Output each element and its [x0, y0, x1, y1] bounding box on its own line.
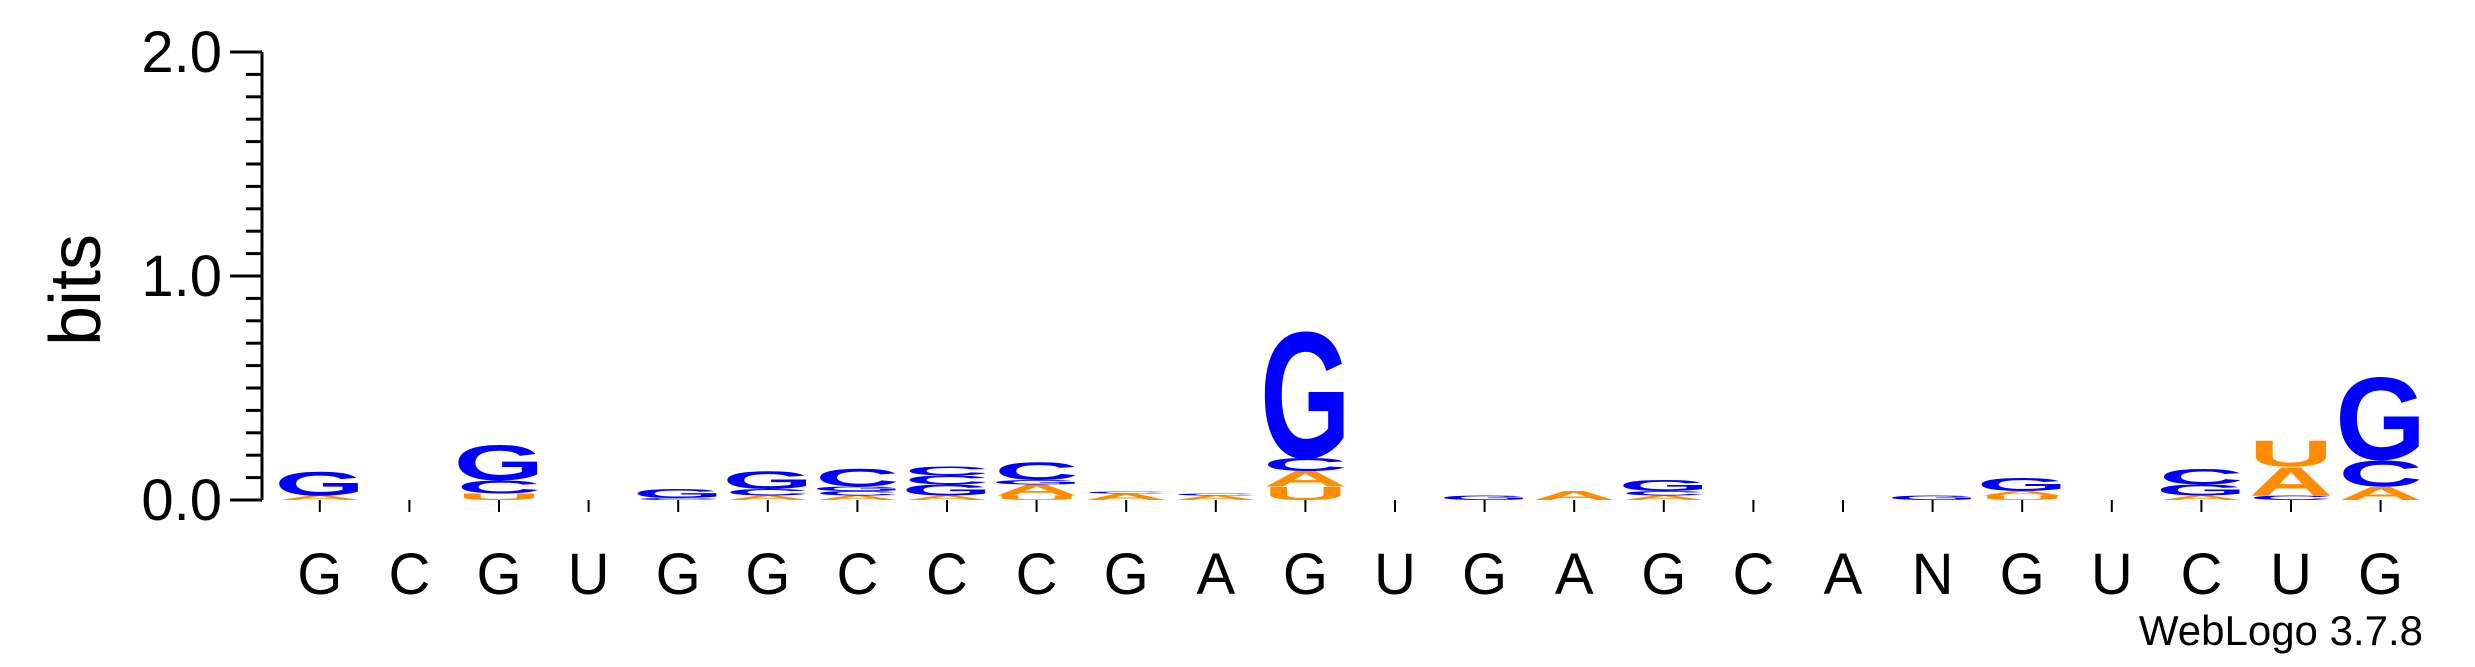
position-label: C [836, 542, 878, 607]
logo-letter-U: U [1980, 494, 2064, 501]
position-label: G [1104, 542, 1149, 607]
position-label: A [1196, 542, 1235, 607]
logo-letter-C: C [2338, 453, 2422, 494]
logo-letter-C: C [1174, 493, 1258, 496]
logo-letter-G: G [991, 479, 1082, 486]
position-label: U [568, 542, 610, 607]
logo-letter-G: G [1618, 477, 1709, 494]
logo-letter-A: A [2249, 459, 2333, 504]
logo-letter-G: G [1260, 295, 1351, 497]
position-label: G [2358, 542, 2403, 607]
logo-letter-G: G [633, 487, 724, 501]
position-label: G [656, 542, 701, 607]
position-label: G [476, 542, 521, 607]
y-axis: 0.0 1.0 2.0 [141, 20, 264, 533]
logo-letter-G: G [2335, 353, 2426, 485]
position-label: U [2091, 542, 2133, 607]
logo-letter-A: A [2338, 483, 2422, 504]
logo-letter-C: C [905, 473, 989, 487]
logo-letter-U: U [457, 492, 541, 502]
logo-letter-A: A [1174, 494, 1258, 501]
position-label: G [297, 542, 342, 607]
position-label: G [745, 542, 790, 607]
logo-letter-A: A [905, 494, 989, 501]
position-label: A [1824, 542, 1863, 607]
y-tick-label: 1.0 [141, 244, 222, 309]
logo-letter-C: C [815, 464, 899, 492]
logo-letter-G: G [1887, 494, 1978, 501]
position-label: G [1283, 542, 1328, 607]
logo-letter-G: G [722, 466, 813, 494]
logo-letter-C: C [457, 476, 541, 497]
logo-letter-C: C [2159, 465, 2243, 489]
logo-letter-A: A [1980, 490, 2064, 497]
logo-letter-A: A [1263, 467, 1347, 491]
logo-letter-A: A [994, 481, 1078, 498]
position-label: G [2000, 542, 2045, 607]
logo-letter-A: A [278, 494, 362, 501]
logo-letter-G: G [274, 465, 365, 503]
logo-letter-G: G [1439, 494, 1530, 501]
logo-letter-A: A [1532, 489, 1616, 503]
logo-letter-C: C [905, 464, 989, 478]
logo-letter-A: A [2159, 494, 2243, 501]
position-label: C [2180, 542, 2222, 607]
position-label: U [1374, 542, 1416, 607]
logo-letter-C: C [815, 490, 899, 497]
logo-letter-C: C [1084, 490, 1168, 493]
y-tick-label: 2.0 [141, 20, 222, 85]
position-label: C [388, 542, 430, 607]
position-label: A [1555, 542, 1594, 607]
logo-letter-C: C [636, 497, 720, 500]
logo-letter-U: U [994, 494, 1078, 501]
logo-letter-U: U [2249, 433, 2333, 474]
logo-letter-C: C [1622, 490, 1706, 497]
y-tick-label: 0.0 [141, 468, 222, 533]
position-label: C [926, 542, 968, 607]
logo-letter-G: G [454, 435, 545, 490]
position-label: N [1912, 542, 1954, 607]
logo-letter-A: A [726, 494, 810, 501]
logo-letter-U: U [1263, 483, 1347, 504]
logo-letter-A: A [815, 494, 899, 501]
logo-letter-G: G [1977, 474, 2068, 495]
position-label: C [1016, 542, 1058, 607]
position-label: U [2270, 542, 2312, 607]
logo-letter-C: C [1263, 454, 1347, 475]
logo-letter-G: G [902, 481, 993, 498]
logo-letter-A: A [1622, 494, 1706, 501]
logo-letter-C: C [726, 487, 810, 497]
logo-letter-G: G [812, 485, 903, 492]
logo-letter-A: A [1084, 492, 1168, 502]
weblogo-credit: WebLogo 3.7.8 [2139, 607, 2423, 654]
position-label: C [1732, 542, 1774, 607]
y-axis-label: bits [36, 234, 116, 346]
logo-letter-C: C [2249, 494, 2333, 501]
position-label: G [1462, 542, 1507, 607]
logo-letter-C: C [994, 457, 1078, 485]
position-label: G [1641, 542, 1686, 607]
logo-letter-G: G [2156, 481, 2247, 498]
